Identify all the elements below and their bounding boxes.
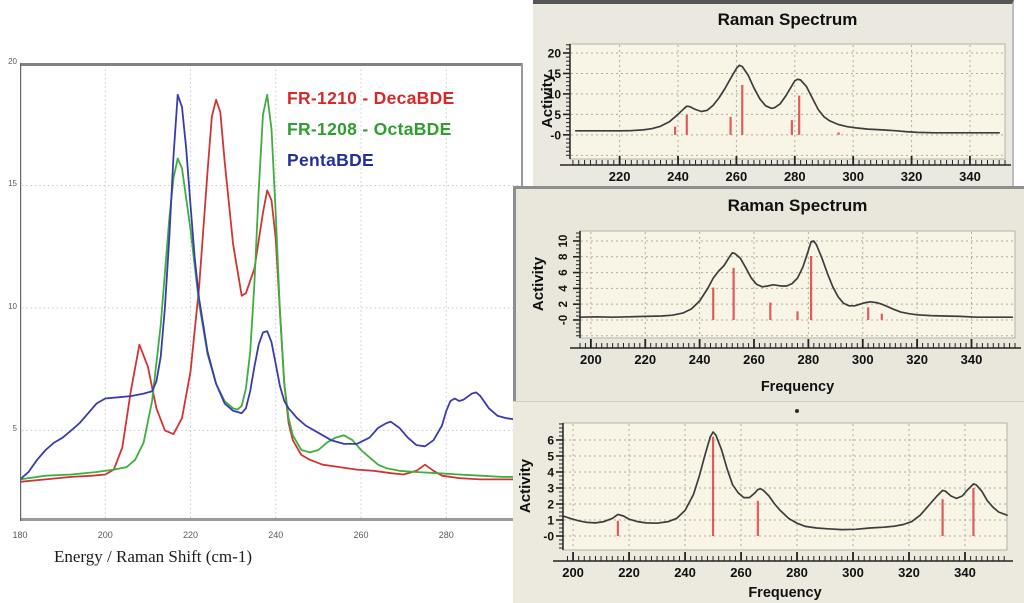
x-tick-label: 260 bbox=[726, 169, 748, 184]
x-tick-label: 240 bbox=[667, 169, 689, 184]
chart-title: Raman Spectrum bbox=[717, 10, 858, 29]
y-tick-label: 2 bbox=[558, 301, 570, 307]
x-axis-label: Energy / Raman Shift (cm-1) bbox=[54, 547, 252, 566]
raman-spectrum-panel-pentabde: Activity 6 5 4 3 2 1 -0 200 220 240 260 280 300 320 34… bbox=[513, 401, 1024, 603]
x-tick-label: 280 bbox=[798, 352, 820, 367]
y-tick-label: 15 bbox=[8, 179, 17, 189]
legend-entry: FR-1208 - OctaBDE bbox=[287, 119, 452, 139]
y-tick-label: 8 bbox=[558, 253, 570, 260]
x-tick-label: 260 bbox=[353, 530, 369, 540]
y-tick-label: 20 bbox=[8, 57, 17, 66]
x-tick-label: 340 bbox=[959, 169, 981, 184]
x-tick-label: 320 bbox=[901, 169, 923, 184]
x-tick-label: 220 bbox=[609, 169, 631, 184]
x-tick-label: 240 bbox=[674, 565, 696, 580]
y-tick-label: -0 bbox=[550, 128, 561, 142]
x-tick-label: 240 bbox=[689, 352, 711, 367]
legend-entry: FR-1210 - DecaBDE bbox=[287, 88, 455, 108]
raman-plot-top: 20 15 10 5 -0 220 240 260 280 300 320 340 bbox=[548, 43, 1011, 184]
y-tick-label: 10 bbox=[8, 301, 17, 311]
y-tick-label: 6 bbox=[547, 433, 554, 447]
x-tick-label: 280 bbox=[784, 169, 806, 184]
raman-spectrum-panel-decabde: Raman Spectrum Activity 20 15 10 5 -0 220 240 2… bbox=[533, 0, 1014, 189]
y-tick-label: 6 bbox=[558, 269, 570, 275]
y-tick-label: 4 bbox=[558, 285, 570, 292]
x-tick-label: 220 bbox=[182, 530, 199, 540]
raman-plot-bottom: 6 5 4 3 2 1 -0 200 220 240 260 280 300 320 340 bbox=[543, 422, 1013, 580]
spectrum-curve bbox=[562, 431, 1008, 531]
spectrum-curve bbox=[579, 240, 1014, 319]
chart-title: Raman Spectrum bbox=[727, 196, 868, 215]
y-tick-label: -0 bbox=[543, 529, 554, 543]
stray-dot bbox=[795, 409, 799, 413]
y-tick-label: 5 bbox=[554, 108, 561, 122]
y-tick-label: 4 bbox=[547, 465, 554, 479]
y-tick-label: 5 bbox=[547, 449, 554, 463]
plot-area bbox=[562, 422, 1008, 551]
raman-spectrum-panel-octabde: Raman Spectrum Activity 10 8 6 4 2 -0 200 220 24… bbox=[513, 186, 1024, 402]
x-tick-label: 300 bbox=[852, 352, 874, 367]
y-tick-label: -0 bbox=[558, 315, 570, 325]
y-tick-label: 2 bbox=[547, 497, 554, 511]
x-tick-label: 320 bbox=[898, 565, 920, 580]
x-tick-label: 340 bbox=[954, 565, 976, 580]
x-tick-label: 220 bbox=[634, 352, 656, 367]
x-tick-label: 240 bbox=[268, 530, 284, 540]
y-tick-label: 1 bbox=[547, 513, 554, 527]
series-curve bbox=[20, 93, 523, 481]
overlay-spectra-chart: 20 15 10 5 180 200 220 240 260 280 FR-1210 - Dec… bbox=[0, 47, 524, 580]
x-tick-label: 300 bbox=[842, 169, 864, 184]
x-tick-label: 200 bbox=[562, 565, 584, 580]
y-tick-label: 15 bbox=[548, 67, 562, 81]
x-tick-label: 260 bbox=[730, 565, 752, 580]
y-tick-label: 3 bbox=[547, 481, 554, 495]
x-axis-label: Frequency bbox=[760, 379, 835, 395]
series-curve bbox=[20, 93, 523, 481]
x-tick-label: 300 bbox=[842, 565, 864, 580]
x-tick-label: 280 bbox=[438, 530, 454, 540]
x-tick-label: 200 bbox=[580, 352, 602, 367]
spectrum-curve bbox=[574, 64, 1001, 134]
legend: FR-1210 - DecaBDE FR-1208 - OctaBDE PentaB… bbox=[287, 83, 455, 176]
x-tick-label: 260 bbox=[743, 352, 765, 367]
raman-plot-middle: 10 8 6 4 2 -0 200 220 240 260 280 300 320 340 bbox=[558, 230, 1021, 367]
x-tick-label: 200 bbox=[97, 530, 113, 540]
x-tick-label: 220 bbox=[618, 565, 640, 580]
y-tick-label: 5 bbox=[12, 424, 17, 434]
x-tick-label: 340 bbox=[961, 352, 983, 367]
x-tick-label: 280 bbox=[786, 565, 808, 580]
y-tick-label: 10 bbox=[548, 87, 562, 101]
y-tick-label: 20 bbox=[548, 47, 562, 61]
x-tick-label: 180 bbox=[12, 530, 28, 540]
x-axis-label: Frequency bbox=[748, 585, 822, 601]
y-tick-label: 10 bbox=[558, 235, 570, 248]
x-tick-label: 320 bbox=[906, 352, 928, 367]
plot-area bbox=[569, 43, 1006, 160]
legend-entry: PentaBDE bbox=[287, 150, 375, 170]
